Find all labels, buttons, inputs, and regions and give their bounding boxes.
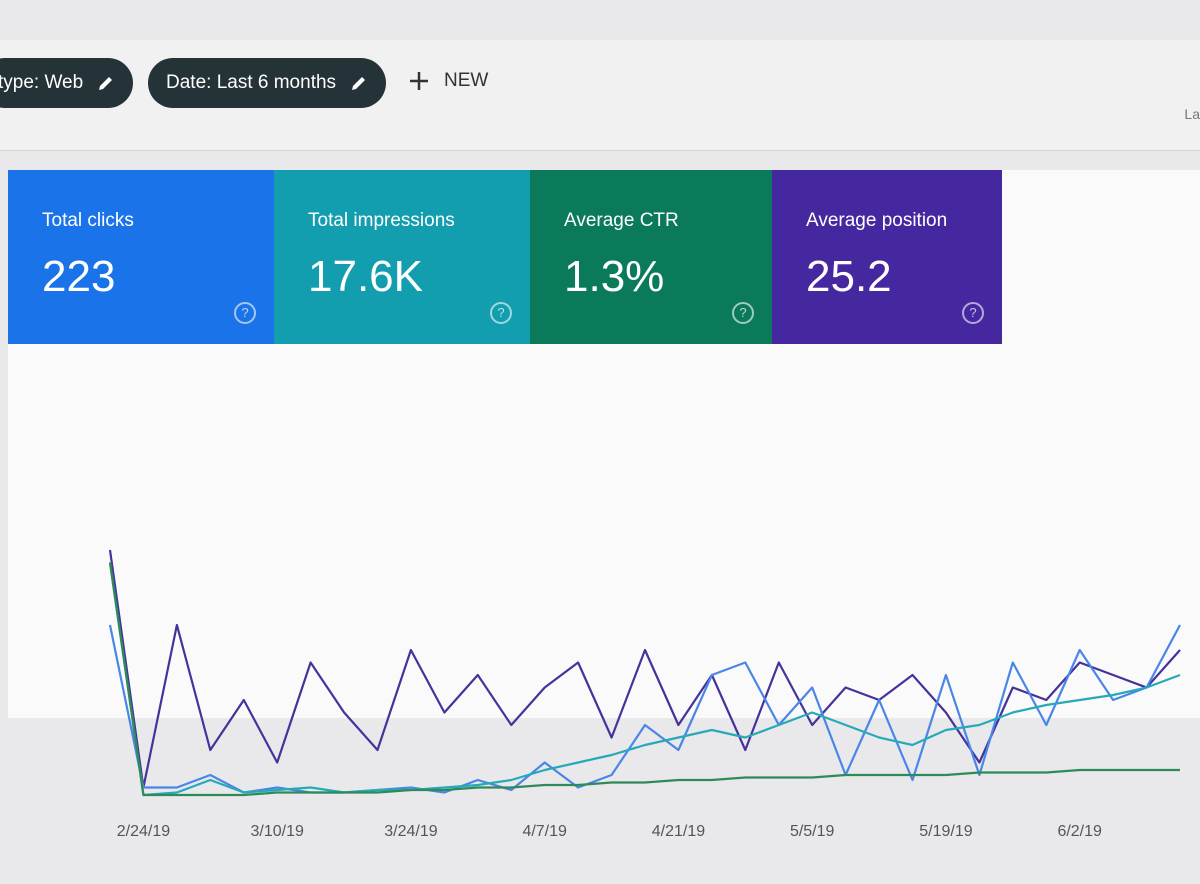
x-tick-label: 3/24/19 bbox=[384, 823, 437, 840]
new-button[interactable]: NEW bbox=[408, 70, 488, 92]
metric-value: 223 bbox=[42, 252, 116, 301]
metric-value: 17.6K bbox=[308, 252, 423, 301]
metric-value: 1.3% bbox=[564, 252, 665, 301]
metric-label: Total impressions bbox=[308, 210, 455, 231]
edit-icon bbox=[352, 77, 366, 90]
x-tick-label: 2/24/19 bbox=[117, 823, 170, 840]
chip-label: type: Web bbox=[0, 72, 84, 93]
metric-card[interactable]: Total clicks 223? bbox=[8, 170, 274, 344]
help-icon: ? bbox=[490, 302, 512, 324]
x-tick-label: 4/7/19 bbox=[522, 823, 567, 840]
chart: 2/24/19 3/10/19 3/24/19 4/7/19 4/21/19 5/5/19… bbox=[108, 549, 1181, 840]
metric-label: Average position bbox=[806, 210, 948, 231]
x-tick-label: 6/2/19 bbox=[1057, 823, 1102, 840]
metric-card[interactable]: Total impressions 17.6K? bbox=[274, 170, 530, 344]
series-line bbox=[108, 562, 1181, 797]
performance-panel: Total clicks 223? Total impressions 17.6K? A… bbox=[8, 170, 1200, 840]
metric-label: Total clicks bbox=[42, 210, 134, 231]
filter-chip[interactable]: type: Web bbox=[0, 58, 134, 108]
edit-icon bbox=[99, 77, 113, 90]
x-tick-label: 5/5/19 bbox=[790, 823, 835, 840]
chip-label: Date: Last 6 months bbox=[166, 72, 337, 93]
filter-chip[interactable]: Date: Last 6 months bbox=[148, 58, 387, 108]
metric-label: Average CTR bbox=[564, 210, 679, 231]
metric-card[interactable]: Average CTR 1.3%? bbox=[530, 170, 772, 344]
metric-card[interactable]: Average position 25.2? bbox=[772, 170, 1002, 344]
series-line bbox=[108, 549, 1181, 789]
new-label: NEW bbox=[444, 70, 489, 91]
plus-icon bbox=[410, 72, 428, 90]
cut-off-text: La bbox=[1184, 106, 1200, 122]
help-icon: ? bbox=[732, 302, 754, 324]
x-tick-label: 4/21/19 bbox=[652, 823, 705, 840]
page: type: Web Date: Last 6 months NEW La Tot… bbox=[0, 40, 1200, 840]
series-line bbox=[108, 562, 1180, 797]
metric-value: 25.2 bbox=[806, 252, 892, 301]
toolbar: type: Web Date: Last 6 months NEW La bbox=[0, 40, 1200, 151]
help-icon: ? bbox=[962, 302, 984, 324]
x-tick-label: 5/19/19 bbox=[919, 823, 972, 840]
help-icon: ? bbox=[234, 302, 256, 324]
x-tick-label: 3/10/19 bbox=[250, 823, 303, 840]
